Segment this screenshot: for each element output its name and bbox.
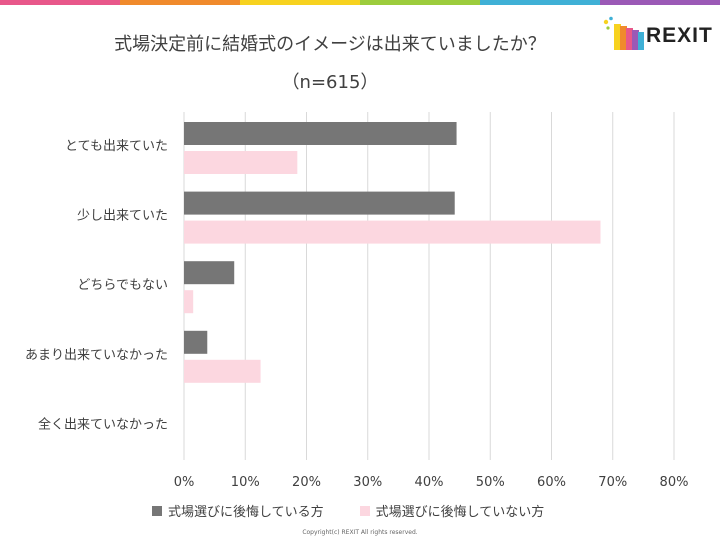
chart-title: 式場決定前に結婚式のイメージは出来ていましたか？ <box>114 34 546 55</box>
x-tick-label: 10% <box>231 475 260 490</box>
bar-series-2 <box>184 359 261 383</box>
legend-swatch <box>152 505 162 516</box>
legend-item-series-2: 式場選びに後悔していない方 <box>359 501 545 520</box>
stripe-segment <box>0 0 120 5</box>
bar-series-2 <box>184 151 298 174</box>
category-label: あまり出来ていなかった <box>25 348 168 363</box>
x-tick-label: 60% <box>537 475 566 490</box>
rexit-logo: REXIT <box>602 16 712 54</box>
x-tick-label: 70% <box>598 475 627 490</box>
stripe-segment <box>240 0 360 5</box>
logo-mark-icon <box>603 16 644 50</box>
bar-series-2 <box>184 290 194 314</box>
bar-series-2 <box>184 220 601 244</box>
bar-series-1 <box>184 330 208 354</box>
logo-text: REXIT <box>646 24 713 47</box>
stripe-segment <box>360 0 480 5</box>
legend: 式場選びに後悔している方 式場選びに後悔していない方 <box>152 501 544 520</box>
x-tick-label: 50% <box>476 475 505 490</box>
top-color-stripe <box>0 0 720 5</box>
chart-subtitle: （n=615） <box>281 72 379 93</box>
stripe-segment <box>600 0 720 5</box>
bar-series-1 <box>184 191 455 215</box>
x-tick-label: 20% <box>292 475 321 490</box>
x-tick-label: 40% <box>415 475 444 490</box>
stripe-segment <box>120 0 240 5</box>
copyright-text: Copyright(c) REXIT All rights reserved. <box>302 529 418 536</box>
stripe-segment <box>480 0 600 5</box>
x-tick-label: 30% <box>353 475 382 490</box>
category-label: 全く出来ていなかった <box>38 416 168 432</box>
category-label: 少し出来ていた <box>77 209 168 224</box>
category-label: どちらでもない <box>77 278 168 293</box>
legend-item-series-1: 式場選びに後悔している方 <box>152 501 324 520</box>
bar-series-1 <box>184 261 235 285</box>
category-label: とても出来ていた <box>65 139 168 154</box>
bar-series-1 <box>184 122 457 145</box>
legend-swatch <box>359 505 370 516</box>
legend-label: 式場選びに後悔していない方 <box>375 505 545 520</box>
x-tick-label: 80% <box>660 475 689 490</box>
legend-label: 式場選びに後悔している方 <box>168 505 324 520</box>
x-tick-label: 0% <box>174 475 195 490</box>
